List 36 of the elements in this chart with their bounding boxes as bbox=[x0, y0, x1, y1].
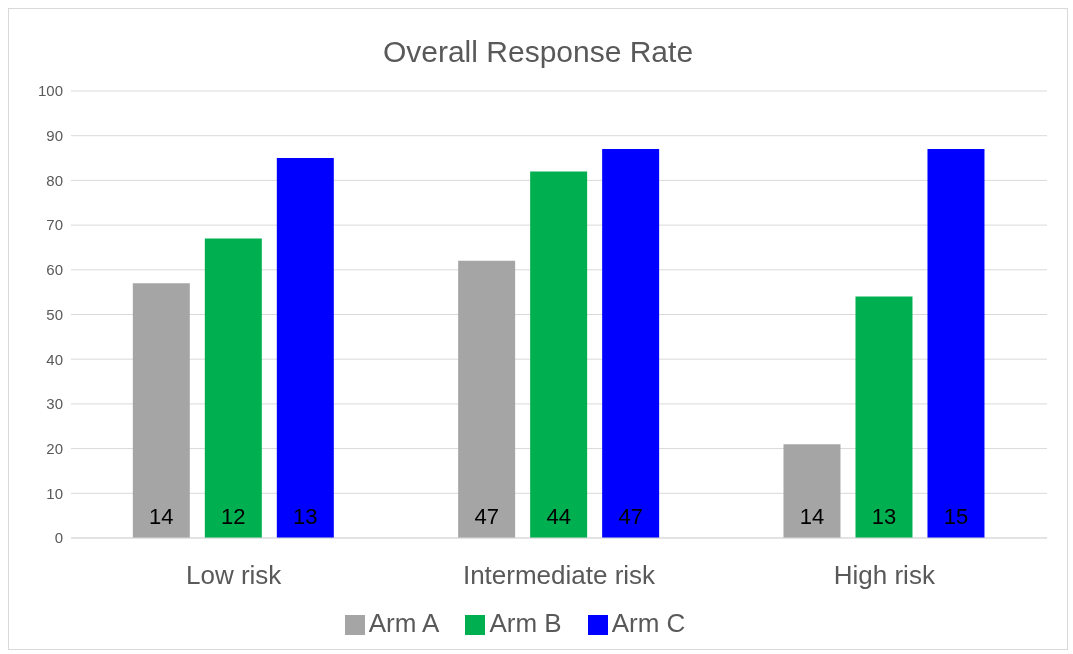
bar bbox=[132, 283, 190, 538]
y-tick-label: 100 bbox=[37, 82, 63, 100]
y-tick-label: 40 bbox=[46, 350, 63, 368]
annotation: 44 bbox=[546, 503, 571, 529]
bar bbox=[276, 158, 334, 538]
annotation: 14 bbox=[799, 503, 825, 529]
y-tick-label: 80 bbox=[46, 171, 63, 189]
legend-label: Arm C bbox=[611, 608, 686, 638]
bar bbox=[855, 296, 913, 538]
annotation: 12 bbox=[221, 503, 246, 529]
x-tick-label: Low risk bbox=[185, 560, 283, 591]
legend-label: Arm A bbox=[368, 608, 440, 638]
annotation: 47 bbox=[618, 503, 643, 529]
x-tick-label: Intermediate risk bbox=[462, 560, 657, 591]
bar bbox=[783, 444, 841, 538]
x-tick-label: High risk bbox=[833, 560, 936, 591]
y-tick-label: 60 bbox=[46, 261, 63, 279]
y-tick-label: 70 bbox=[46, 216, 63, 234]
bar bbox=[602, 149, 660, 538]
annotation: 47 bbox=[474, 503, 499, 529]
bar bbox=[458, 260, 516, 538]
y-tick-label: 90 bbox=[46, 127, 63, 145]
y-tick-label: 10 bbox=[46, 484, 63, 502]
bar bbox=[530, 171, 588, 538]
y-tick-label: 0 bbox=[54, 529, 63, 547]
bar bbox=[927, 149, 985, 538]
bar bbox=[204, 238, 262, 538]
chart-title: Overall Response Rate bbox=[381, 35, 695, 69]
annotation: 14 bbox=[149, 503, 174, 529]
annotation: 15 bbox=[943, 503, 969, 529]
annotation: 13 bbox=[871, 503, 897, 529]
y-tick-label: 30 bbox=[46, 395, 63, 413]
legend-label: Arm B bbox=[489, 608, 562, 638]
y-tick-label: 50 bbox=[46, 305, 63, 323]
annotation: 13 bbox=[293, 503, 318, 529]
y-tick-label: 20 bbox=[46, 439, 63, 457]
